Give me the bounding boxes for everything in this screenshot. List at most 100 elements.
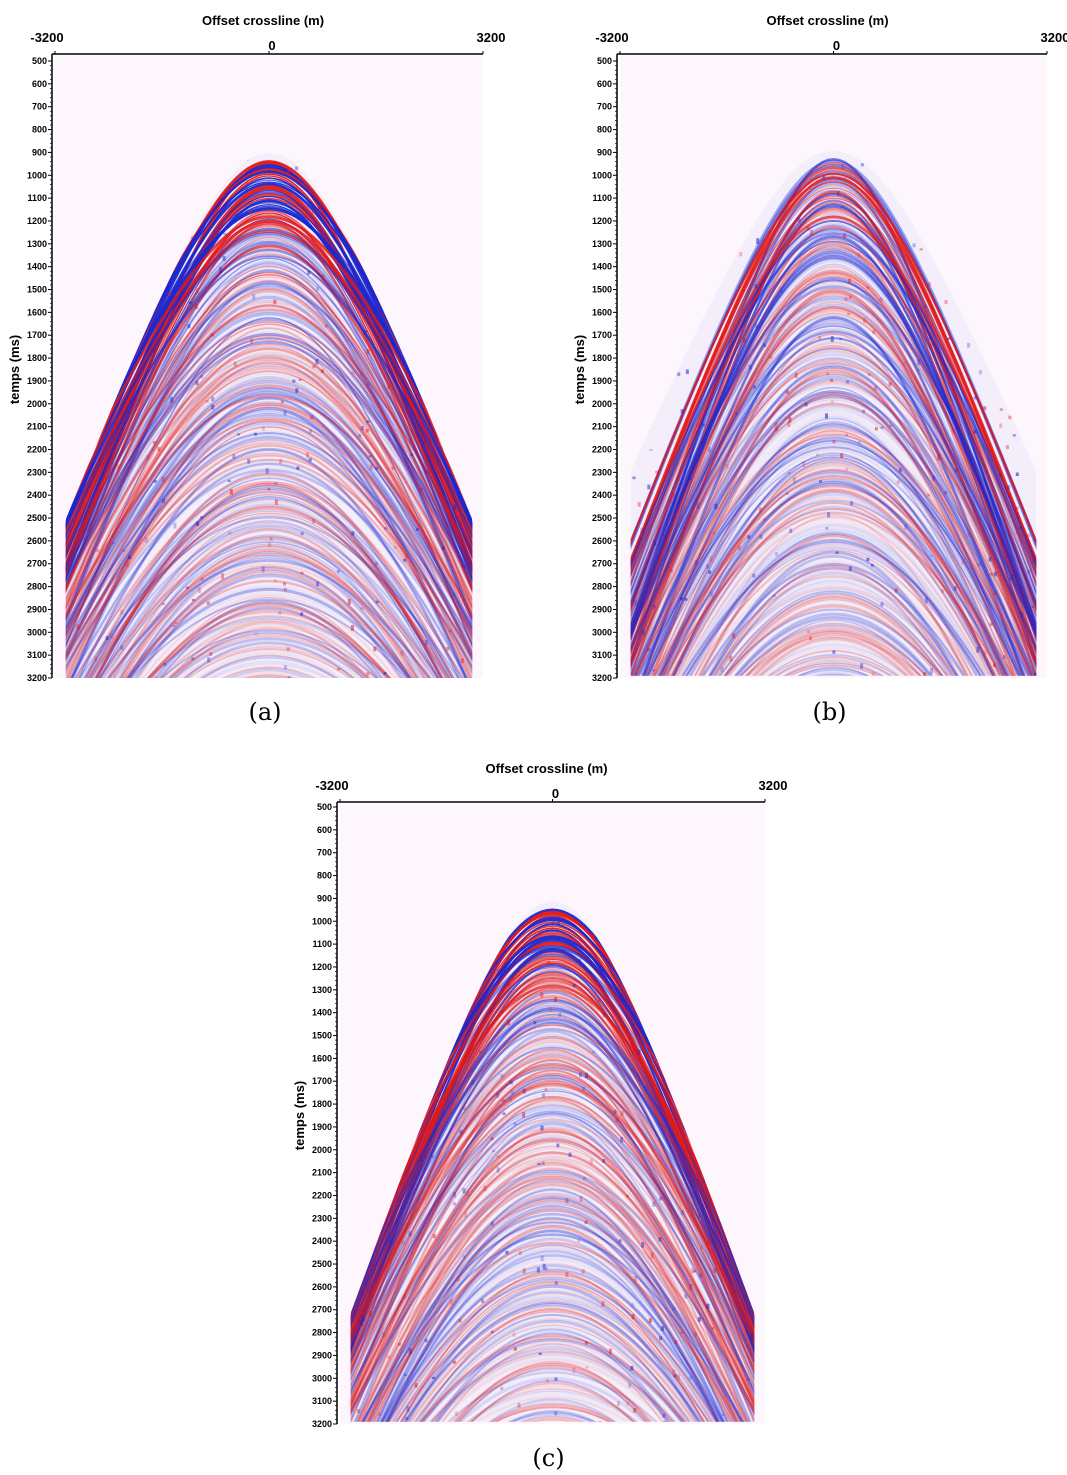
event bbox=[360, 1194, 745, 1422]
noise bbox=[774, 422, 778, 425]
event bbox=[758, 655, 909, 676]
event bbox=[65, 253, 473, 574]
noise bbox=[750, 1334, 754, 1340]
event bbox=[65, 355, 473, 663]
event bbox=[640, 454, 1027, 676]
noise bbox=[280, 400, 284, 404]
event bbox=[102, 514, 436, 678]
event bbox=[387, 1295, 718, 1422]
noise bbox=[406, 1406, 410, 1412]
noise bbox=[458, 1084, 462, 1087]
noise bbox=[449, 1299, 453, 1305]
noise bbox=[274, 499, 278, 505]
noise bbox=[1009, 577, 1013, 581]
event bbox=[81, 477, 457, 678]
noise bbox=[232, 454, 236, 459]
event bbox=[381, 1278, 724, 1422]
noise bbox=[464, 1212, 468, 1218]
event bbox=[736, 619, 931, 676]
event bbox=[635, 444, 1032, 676]
noise bbox=[922, 672, 926, 676]
event bbox=[381, 1273, 724, 1422]
event bbox=[123, 598, 415, 678]
event bbox=[630, 360, 1037, 676]
event bbox=[65, 468, 473, 678]
noise bbox=[1030, 615, 1034, 620]
noise bbox=[633, 1408, 637, 1413]
event bbox=[117, 561, 421, 678]
noise bbox=[746, 1378, 750, 1382]
event bbox=[630, 314, 1037, 648]
noise bbox=[904, 524, 908, 530]
event bbox=[630, 252, 1037, 650]
noise bbox=[522, 1112, 526, 1118]
noise bbox=[337, 667, 341, 671]
event bbox=[65, 321, 473, 592]
event bbox=[65, 214, 473, 580]
noise bbox=[787, 421, 791, 427]
event bbox=[350, 1060, 755, 1410]
noise bbox=[466, 1190, 470, 1196]
event bbox=[123, 565, 415, 678]
event bbox=[172, 640, 366, 678]
event bbox=[704, 554, 963, 676]
noise bbox=[697, 1317, 701, 1322]
event bbox=[639, 437, 1028, 676]
event bbox=[350, 1044, 755, 1375]
noise bbox=[807, 630, 811, 634]
noise bbox=[577, 1239, 581, 1243]
event bbox=[350, 1157, 755, 1410]
noise bbox=[336, 569, 340, 573]
event bbox=[784, 674, 883, 676]
noise bbox=[696, 502, 700, 509]
noise bbox=[754, 283, 758, 289]
event bbox=[350, 992, 755, 1372]
noise bbox=[840, 205, 844, 208]
noise bbox=[822, 176, 826, 179]
noise bbox=[195, 288, 199, 294]
noise bbox=[585, 972, 589, 976]
event bbox=[397, 1303, 708, 1422]
noise bbox=[541, 1161, 545, 1165]
event bbox=[661, 435, 1006, 676]
event bbox=[725, 614, 942, 676]
event bbox=[784, 672, 883, 676]
noise bbox=[976, 646, 980, 653]
noise bbox=[261, 566, 265, 573]
event bbox=[630, 269, 1037, 643]
event bbox=[150, 629, 388, 678]
noise bbox=[592, 1050, 596, 1054]
event bbox=[65, 376, 473, 656]
y-tick-label: 700 bbox=[32, 102, 47, 112]
event bbox=[350, 947, 755, 1372]
noise bbox=[452, 1360, 456, 1364]
event bbox=[731, 627, 936, 676]
event bbox=[640, 316, 1028, 676]
event bbox=[381, 1264, 724, 1422]
event bbox=[630, 273, 1037, 676]
noise bbox=[618, 1239, 622, 1243]
y-tick-label: 900 bbox=[32, 147, 47, 157]
event bbox=[461, 1396, 644, 1422]
noise bbox=[295, 166, 299, 171]
event bbox=[65, 215, 473, 529]
event bbox=[350, 1017, 755, 1345]
noise bbox=[366, 420, 370, 423]
noise bbox=[144, 537, 148, 543]
event bbox=[350, 1186, 755, 1422]
event bbox=[730, 620, 937, 676]
event bbox=[65, 285, 473, 573]
noise bbox=[409, 439, 413, 444]
event bbox=[118, 585, 420, 678]
event bbox=[350, 1071, 755, 1357]
y-tick-label: 1800 bbox=[27, 353, 47, 363]
y-tick-label: 1200 bbox=[592, 216, 612, 226]
noise bbox=[916, 368, 920, 372]
noise bbox=[673, 1374, 677, 1378]
noise bbox=[273, 579, 277, 583]
event bbox=[650, 470, 1017, 676]
event bbox=[672, 501, 995, 676]
event bbox=[65, 393, 473, 650]
event bbox=[477, 1400, 628, 1422]
noise bbox=[903, 361, 907, 365]
